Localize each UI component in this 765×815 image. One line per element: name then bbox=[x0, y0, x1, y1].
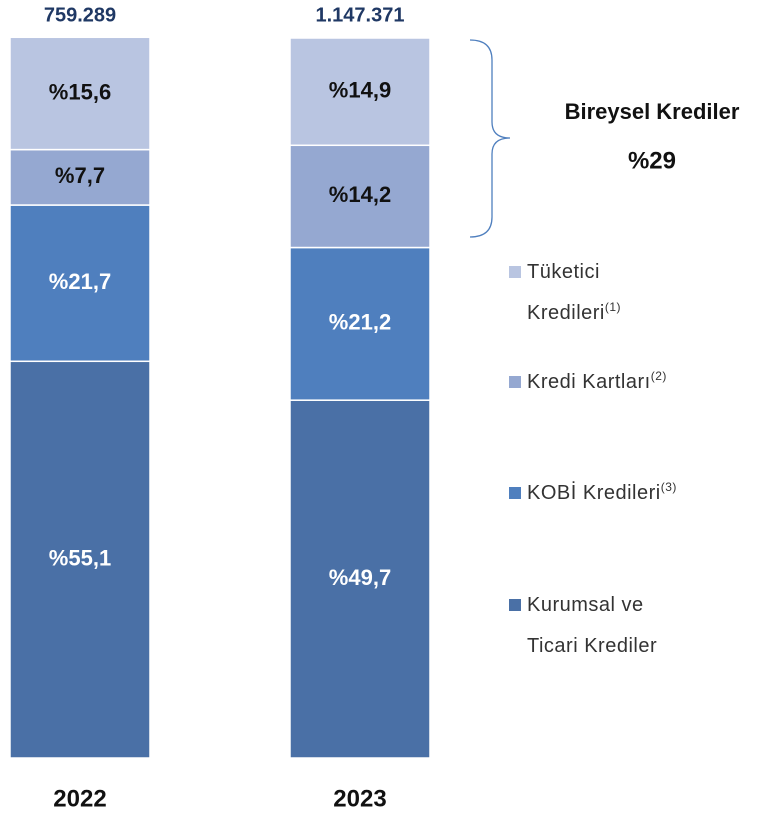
brace bbox=[469, 39, 511, 238]
legend-superscript: (2) bbox=[650, 369, 667, 383]
segment-label: %55,1 bbox=[49, 545, 111, 570]
segment-label: %7,7 bbox=[55, 163, 105, 188]
segment-label: %14,9 bbox=[329, 77, 391, 102]
bar-segment bbox=[9, 36, 151, 151]
legend-item: Tüketici Kredileri(1) bbox=[509, 252, 627, 334]
legend-item: Kredi Kartları(2) bbox=[509, 362, 737, 403]
annotation-label: Bireysel Krediler bbox=[565, 99, 740, 124]
segment-label: %49,7 bbox=[329, 565, 391, 590]
legend-label: Kurumsal ve Ticari Krediler bbox=[527, 594, 658, 657]
legend-item: Kurumsal ve Ticari Krediler bbox=[509, 585, 697, 667]
bar-segment bbox=[289, 144, 431, 249]
annotation-value: %29 bbox=[628, 147, 676, 174]
legend-swatch bbox=[509, 487, 521, 499]
legend-label: KOBİ Kredileri bbox=[527, 482, 661, 504]
legend-item: KOBİ Kredileri(3) bbox=[509, 473, 757, 514]
bar-segment bbox=[9, 360, 151, 759]
bar-segment bbox=[289, 399, 431, 759]
segment-label: %21,7 bbox=[49, 269, 111, 294]
legend-swatch bbox=[509, 599, 521, 611]
bar-segment bbox=[9, 204, 151, 363]
total-label: 759.289 bbox=[44, 4, 116, 26]
bar-segment bbox=[289, 246, 431, 401]
bar-segment bbox=[289, 37, 431, 147]
legend-label: Tüketici Kredileri bbox=[527, 261, 605, 324]
legend-swatch bbox=[509, 266, 521, 278]
legend-swatch bbox=[509, 376, 521, 388]
segment-label: %15,6 bbox=[49, 79, 111, 104]
legend-superscript: (1) bbox=[604, 300, 622, 314]
legend-label: Kredi Kartları bbox=[527, 371, 651, 393]
legend-superscript: (3) bbox=[660, 480, 677, 494]
x-tick-label: 2023 bbox=[333, 785, 386, 812]
segment-label: %21,2 bbox=[329, 310, 391, 335]
segment-label: %14,2 bbox=[329, 182, 391, 207]
x-tick-label: 2022 bbox=[53, 785, 106, 812]
total-label: 1.147.371 bbox=[316, 4, 405, 26]
